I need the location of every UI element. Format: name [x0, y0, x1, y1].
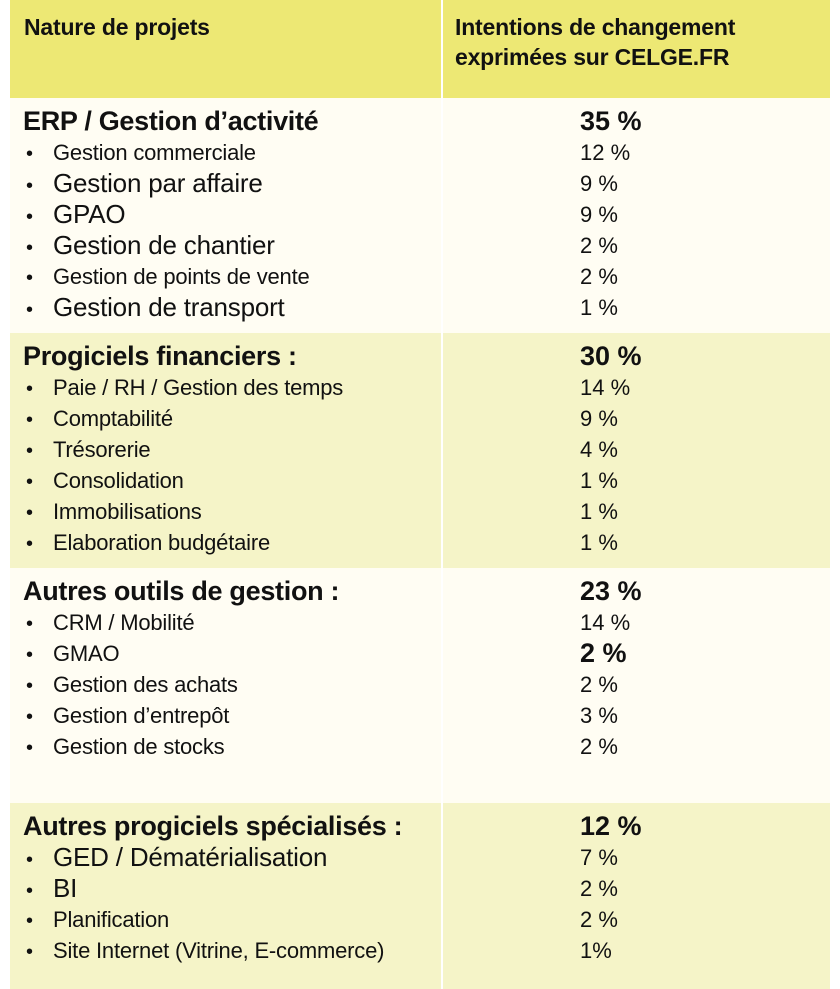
- section-title: Progiciels financiers :: [23, 341, 297, 371]
- item-value: 9 %: [580, 202, 618, 227]
- section-erp-values: 35 % 12 % 9 % 9 % 2 % 2 % 1 %: [443, 98, 830, 333]
- list-item: • Gestion de stocks: [26, 734, 225, 759]
- item-value: 2 %: [580, 233, 618, 258]
- item-value: 7 %: [580, 845, 618, 870]
- list-item: • Gestion de chantier: [26, 230, 275, 260]
- item-value: 1 %: [580, 499, 618, 524]
- projects-table: Nature de projets Intentions de changeme…: [10, 0, 830, 989]
- section-specialized-labels: Autres progiciels spécialisés : • GED / D…: [10, 803, 443, 989]
- list-item: • Gestion commerciale: [26, 140, 256, 165]
- section-specialized-values: 12 % 7 % 2 % 2 % 1%: [443, 803, 830, 989]
- item-value: 12 %: [580, 140, 631, 165]
- list-item: • BI: [26, 873, 78, 903]
- section-title: Autres outils de gestion :: [23, 576, 340, 606]
- item-value: 2 %: [580, 876, 618, 901]
- section-title: ERP / Gestion d’activité: [23, 106, 319, 136]
- item-value: 2 %: [580, 672, 618, 697]
- list-item: • Gestion de transport: [26, 292, 285, 322]
- item-value: 9 %: [580, 406, 618, 431]
- section-tools-labels: Autres outils de gestion : • CRM / Mobili…: [10, 568, 443, 803]
- list-item: • Gestion des achats: [26, 672, 238, 697]
- list-item: • Trésorerie: [26, 437, 151, 462]
- item-value: 14 %: [580, 375, 631, 400]
- section-total: 23 %: [580, 576, 642, 606]
- list-item: • GMAO: [26, 641, 120, 666]
- item-value: 2 %: [580, 264, 618, 289]
- header-intentions-line1: Intentions de changement: [455, 14, 736, 40]
- list-item: • Gestion d’entrepôt: [26, 703, 230, 728]
- section-erp-labels: ERP / Gestion d’activité • Gestion commer…: [10, 98, 443, 333]
- item-value: 4 %: [580, 437, 618, 462]
- item-value: 2 %: [580, 734, 618, 759]
- list-item: • CRM / Mobilité: [26, 610, 195, 635]
- list-item: • Site Internet (Vitrine, E-commerce): [26, 938, 385, 963]
- header-col-projects: Nature de projets: [10, 0, 443, 98]
- item-value: 1 %: [580, 530, 618, 555]
- item-value: 2 %: [580, 907, 618, 932]
- item-value: 2 %: [580, 638, 627, 668]
- section-tools-values: 23 % 14 % 2 % 2 % 3 % 2 %: [443, 568, 830, 803]
- section-total: 30 %: [580, 341, 642, 371]
- section-total: 12 %: [580, 811, 642, 841]
- list-item: • Paie / RH / Gestion des temps: [26, 375, 344, 400]
- section-financial-values: 30 % 14 % 9 % 4 % 1 % 1 % 1 %: [443, 333, 830, 568]
- header-col-intentions: Intentions de changement exprimées sur C…: [443, 0, 830, 98]
- list-item: • Planification: [26, 907, 170, 932]
- list-item: • Elaboration budgétaire: [26, 530, 270, 555]
- list-item: • Immobilisations: [26, 499, 202, 524]
- item-value: 1 %: [580, 468, 618, 493]
- list-item: • GED / Dématérialisation: [26, 842, 328, 872]
- list-item: • Comptabilité: [26, 406, 173, 431]
- item-value: 1 %: [580, 295, 618, 320]
- item-value: 9 %: [580, 171, 618, 196]
- list-item: • Consolidation: [26, 468, 184, 493]
- list-item: • Gestion de points de vente: [26, 264, 310, 289]
- header-projects-label: Nature de projets: [24, 14, 210, 40]
- section-total: 35 %: [580, 106, 642, 136]
- list-item: • GPAO: [26, 199, 126, 229]
- section-title: Autres progiciels spécialisés :: [23, 811, 403, 841]
- header-intentions-line2: exprimées sur CELGE.FR: [455, 44, 730, 70]
- item-value: 3 %: [580, 703, 618, 728]
- list-item: • Gestion par affaire: [26, 168, 263, 198]
- item-value: 1%: [580, 938, 612, 963]
- item-value: 14 %: [580, 610, 631, 635]
- section-financial-labels: Progiciels financiers : • Paie / RH / Ges…: [10, 333, 443, 568]
